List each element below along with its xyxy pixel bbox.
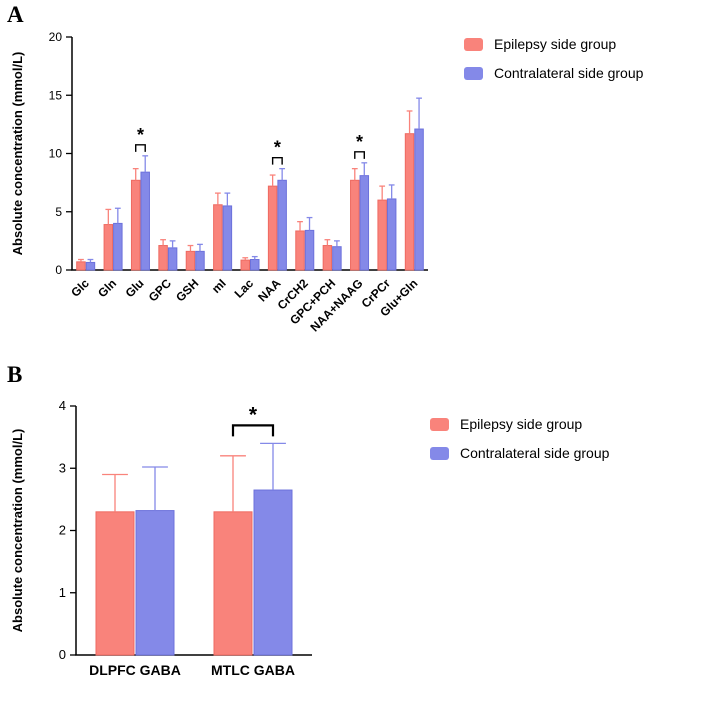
- bar: [414, 128, 424, 271]
- bar: [85, 261, 96, 271]
- y-tick-label: 4: [59, 398, 66, 413]
- x-tick-label: GPC: [146, 276, 175, 305]
- epilepsy-legend-swatch: [430, 417, 449, 431]
- bar: [103, 224, 114, 271]
- epilepsy-legend-label: Epilepsy side group: [494, 36, 617, 52]
- y-tick-label: 2: [59, 523, 66, 538]
- bar: [167, 247, 178, 271]
- significance-star: *: [249, 403, 258, 426]
- x-tick-label: Glu: [123, 276, 147, 300]
- bar: [386, 198, 397, 271]
- bar: [213, 204, 223, 271]
- bar: [158, 245, 168, 271]
- bar: [113, 222, 123, 271]
- epilepsy-legend-swatch: [464, 37, 483, 51]
- y-axis-title: Absolute concentration (mmol/L): [10, 429, 25, 633]
- legend-item-epilepsy: Epilepsy side group: [430, 416, 609, 432]
- significance-bracket: [231, 424, 275, 437]
- significance-bracket: [354, 151, 365, 159]
- x-tick-label: MTLC GABA: [211, 662, 295, 678]
- panel-a-legend: Epilepsy side group Contralateral side g…: [464, 36, 643, 94]
- y-axis-title: Absolute concentration (mmol/L): [10, 52, 25, 256]
- bar: [135, 510, 175, 656]
- bar: [404, 133, 415, 271]
- bar: [222, 205, 233, 271]
- bar: [250, 259, 260, 271]
- bar: [240, 259, 250, 271]
- y-tick-label: 1: [59, 585, 66, 600]
- contralateral-legend-label: Contralateral side group: [460, 445, 610, 461]
- bar: [95, 511, 135, 656]
- x-tick-label: Gln: [95, 276, 119, 300]
- bar: [322, 245, 333, 271]
- y-tick-label: 0: [55, 263, 62, 277]
- panel-a-label: A: [7, 2, 24, 27]
- epilepsy-legend-label: Epilepsy side group: [460, 416, 583, 432]
- significance-star: *: [137, 125, 144, 145]
- legend-item-epilepsy: Epilepsy side group: [464, 36, 643, 52]
- legend-item-contralateral: Contralateral side group: [430, 445, 609, 461]
- y-tick-label: 3: [59, 460, 66, 475]
- bar: [295, 230, 305, 271]
- panel-b-chart: 0 1 2 3 4 Absolute concentration (mmol/L) DLPF…: [10, 398, 312, 678]
- y-tick-label: 5: [55, 205, 62, 219]
- significance-star: *: [356, 132, 363, 152]
- y-tick-label: 15: [49, 88, 63, 102]
- bar: [130, 179, 141, 271]
- bar: [377, 199, 387, 271]
- bar: [213, 511, 253, 656]
- bar: [195, 250, 205, 271]
- legend-item-contralateral: Contralateral side group: [464, 65, 643, 81]
- y-tick-label: 20: [49, 30, 63, 44]
- panel-b-legend: Epilepsy side group Contralateral side g…: [430, 416, 609, 474]
- significance-bracket: [135, 144, 146, 152]
- x-tick-label: Lac: [232, 276, 257, 301]
- bar: [140, 171, 150, 271]
- bar: [185, 250, 196, 271]
- x-tick-label: GSH: [173, 276, 201, 304]
- panel-b-label: B: [7, 362, 23, 387]
- significance-bracket: [271, 156, 283, 165]
- significance-star: *: [274, 138, 281, 158]
- x-tick-label: mI: [209, 276, 229, 296]
- y-tick-label: 0: [59, 647, 66, 662]
- panel-a-chart: 0 5 10 15 20 Absolute concentration (mmol/L) G…: [10, 30, 428, 334]
- bar: [277, 179, 287, 271]
- bar: [267, 185, 278, 271]
- bar: [332, 246, 342, 271]
- contralateral-legend-swatch: [464, 66, 483, 80]
- bar: [350, 179, 360, 271]
- contralateral-legend-label: Contralateral side group: [494, 65, 644, 81]
- bar: [304, 229, 315, 271]
- x-tick-label: DLPFC GABA: [89, 662, 181, 678]
- bar: [253, 489, 293, 656]
- y-tick-label: 10: [49, 147, 63, 161]
- bar: [76, 261, 86, 271]
- contralateral-legend-swatch: [430, 446, 449, 460]
- x-tick-label: Glc: [68, 276, 92, 300]
- bar: [359, 175, 370, 271]
